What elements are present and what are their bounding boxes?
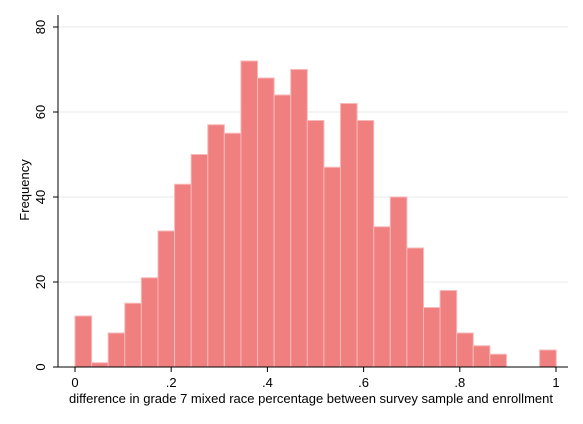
histogram-bar — [456, 332, 474, 368]
histogram-bar — [190, 154, 209, 368]
x-tick-label: .6 — [358, 375, 369, 390]
histogram-bar — [91, 362, 109, 368]
histogram-bar — [290, 69, 308, 368]
x-tick-label: 1 — [552, 375, 559, 390]
histogram-bar — [406, 247, 424, 368]
histogram-bar — [157, 230, 176, 368]
histogram-bars — [74, 60, 557, 368]
x-axis-title: difference in grade 7 mixed race percent… — [69, 391, 553, 406]
histogram-bar — [306, 120, 325, 368]
histogram-bar — [472, 345, 491, 368]
y-tick-label: 20 — [33, 275, 48, 289]
histogram-bar — [356, 120, 375, 368]
histogram-bar — [373, 226, 391, 368]
histogram-bar — [539, 349, 557, 368]
x-tick-label: .4 — [262, 375, 273, 390]
histogram-bar — [124, 302, 142, 368]
y-tick-label: 80 — [33, 20, 48, 34]
histogram-bar — [422, 307, 441, 368]
histogram-bar — [323, 166, 342, 368]
x-tick-label: 0 — [71, 375, 78, 390]
histogram-bar — [340, 103, 358, 368]
histogram-bar — [140, 277, 159, 368]
y-axis-title: Frequency — [17, 159, 32, 221]
histogram-bar — [273, 94, 292, 368]
y-axis-ticks: 0 20 40 60 80 — [33, 20, 58, 371]
histogram-bar — [174, 183, 192, 368]
histogram-bar — [257, 77, 275, 368]
histogram-bar — [439, 290, 458, 368]
histogram-bar — [240, 60, 259, 368]
y-tick-label: 60 — [33, 105, 48, 119]
x-axis-ticks: 0 .2 .4 .6 .8 1 — [71, 367, 560, 390]
histogram-bar — [389, 196, 408, 368]
histogram-bar — [107, 332, 126, 368]
x-tick-label: .2 — [166, 375, 177, 390]
histogram-bar — [489, 353, 507, 368]
histogram-bar — [74, 315, 93, 368]
y-tick-label: 0 — [33, 363, 48, 370]
y-tick-label: 40 — [33, 190, 48, 204]
histogram-bar — [223, 132, 242, 368]
x-tick-label: .8 — [454, 375, 465, 390]
histogram-bar — [207, 124, 225, 368]
